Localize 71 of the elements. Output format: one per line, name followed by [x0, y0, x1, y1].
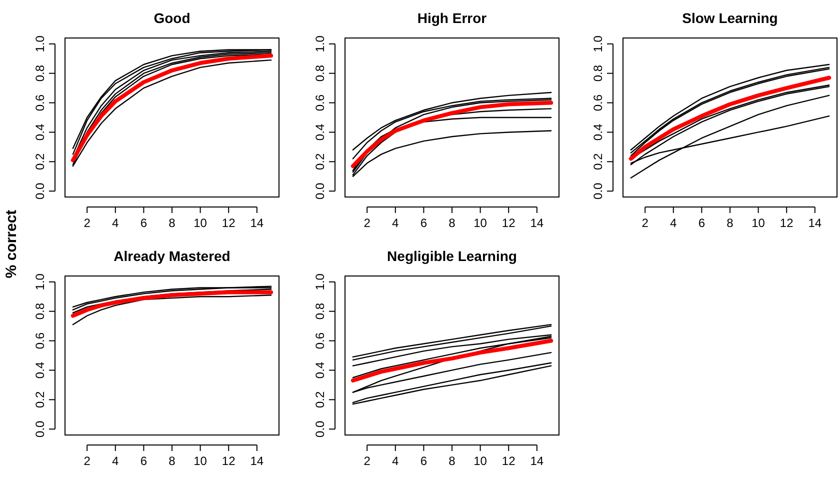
- y-tick-label: 0.6: [313, 332, 327, 350]
- x-tick-label: 8: [726, 216, 734, 230]
- x-tick-label: 10: [474, 454, 488, 468]
- x-tick-label: 2: [364, 216, 371, 230]
- x-tick-label: 14: [250, 216, 264, 230]
- chart-title: High Error: [417, 10, 488, 26]
- y-tick-label: 0.8: [33, 302, 47, 320]
- y-tick-label: 0.8: [313, 302, 327, 320]
- x-tick-label: 14: [250, 454, 264, 468]
- y-tick-label: 0.2: [313, 153, 327, 170]
- y-tick-label: 0.4: [591, 124, 605, 141]
- x-tick-label: 12: [502, 454, 516, 468]
- y-tick-label: 1.0: [33, 35, 47, 52]
- y-tick-label: 0.2: [313, 391, 327, 408]
- y-tick-label: 1.0: [33, 273, 47, 290]
- x-tick-label: 6: [420, 216, 428, 230]
- x-tick-label: 10: [194, 454, 208, 468]
- y-tick-label: 1.0: [591, 35, 605, 52]
- x-tick-label: 4: [392, 216, 400, 230]
- y-tick-label: 0.6: [33, 332, 47, 350]
- y-tick-label: 0.4: [33, 362, 47, 379]
- x-tick-label: 2: [84, 454, 91, 468]
- x-tick-label: 6: [420, 454, 428, 468]
- y-tick-label: 0.4: [313, 124, 327, 141]
- y-tick-label: 0.4: [33, 124, 47, 141]
- x-tick-label: 4: [670, 216, 678, 230]
- x-tick-label: 2: [84, 216, 91, 230]
- y-tick-label: 0.0: [33, 182, 47, 200]
- y-tick-label: 0.8: [33, 64, 47, 82]
- x-tick-label: 6: [140, 454, 148, 468]
- x-tick-label: 8: [448, 454, 456, 468]
- y-tick-label: 0.6: [313, 94, 327, 112]
- x-tick-label: 12: [780, 216, 794, 230]
- x-tick-label: 6: [140, 216, 148, 230]
- y-tick-label: 0.4: [313, 362, 327, 379]
- y-tick-label: 0.2: [33, 153, 47, 170]
- y-tick-label: 0.0: [33, 420, 47, 438]
- x-tick-label: 4: [112, 454, 120, 468]
- y-tick-label: 1.0: [313, 35, 327, 52]
- x-tick-label: 2: [642, 216, 649, 230]
- x-tick-label: 8: [168, 216, 176, 230]
- x-tick-label: 6: [698, 216, 706, 230]
- y-tick-label: 0.8: [313, 64, 327, 82]
- x-tick-label: 12: [502, 216, 516, 230]
- x-tick-label: 10: [474, 216, 488, 230]
- x-tick-label: 14: [530, 454, 544, 468]
- y-axis-title: % correct: [3, 210, 20, 278]
- chart-title: Good: [154, 10, 190, 26]
- y-tick-label: 1.0: [313, 273, 327, 290]
- x-tick-label: 12: [222, 454, 236, 468]
- x-tick-label: 10: [194, 216, 208, 230]
- y-tick-label: 0.2: [33, 391, 47, 408]
- y-tick-label: 0.0: [313, 420, 327, 438]
- y-tick-label: 0.8: [591, 64, 605, 82]
- x-tick-label: 2: [364, 454, 371, 468]
- y-tick-label: 0.2: [591, 153, 605, 170]
- x-tick-label: 10: [752, 216, 766, 230]
- chart-title: Already Mastered: [114, 248, 230, 264]
- y-tick-label: 0.6: [591, 94, 605, 112]
- x-tick-label: 14: [808, 216, 822, 230]
- y-tick-label: 0.0: [313, 182, 327, 200]
- x-tick-label: 8: [168, 454, 176, 468]
- x-tick-label: 4: [112, 216, 120, 230]
- chart-title: Slow Learning: [682, 10, 778, 26]
- y-tick-label: 0.6: [33, 94, 47, 112]
- x-tick-label: 4: [392, 454, 400, 468]
- x-tick-label: 12: [222, 216, 236, 230]
- chart-title: Negligible Learning: [387, 248, 517, 264]
- x-tick-label: 14: [530, 216, 544, 230]
- x-tick-label: 8: [448, 216, 456, 230]
- y-tick-label: 0.0: [591, 182, 605, 200]
